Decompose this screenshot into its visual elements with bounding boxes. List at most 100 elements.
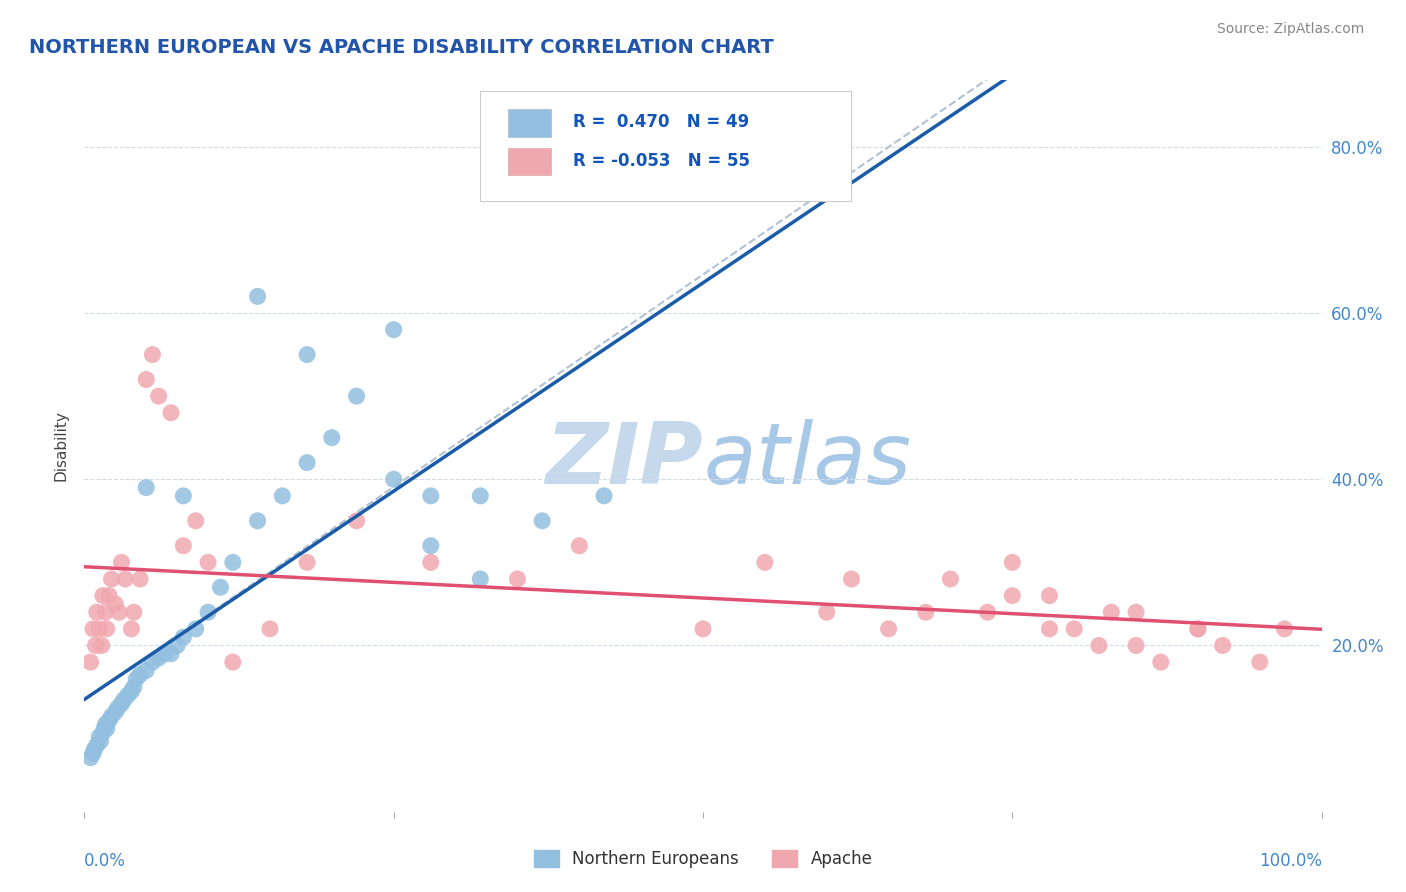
Point [129, 572, 152, 586]
Point [96, 622, 118, 636]
Point [259, 622, 281, 636]
Point [129, 667, 152, 681]
Point [82, 622, 104, 636]
Point [104, 597, 127, 611]
Point [148, 389, 170, 403]
Point [470, 572, 492, 586]
Point [79, 655, 101, 669]
Point [100, 572, 122, 586]
Point [1038, 589, 1060, 603]
Text: 0.0%: 0.0% [84, 852, 127, 870]
Point [1212, 639, 1234, 653]
Point [295, 456, 318, 470]
Point [1063, 622, 1085, 636]
Point [1088, 639, 1111, 653]
Point [94, 605, 117, 619]
Point [89, 622, 111, 636]
Point [222, 555, 245, 569]
Point [122, 680, 145, 694]
Point [153, 647, 176, 661]
Point [470, 489, 492, 503]
Point [125, 672, 148, 686]
Point [100, 709, 122, 723]
Point [86, 605, 108, 619]
Legend: Northern Europeans, Apache: Northern Europeans, Apache [527, 843, 879, 875]
Point [122, 605, 145, 619]
Point [120, 684, 142, 698]
Point [1187, 622, 1209, 636]
Bar [508, 109, 551, 136]
Point [1274, 622, 1296, 636]
Point [815, 605, 838, 619]
Point [84, 639, 107, 653]
Point [89, 734, 111, 748]
Point [419, 489, 441, 503]
Point [271, 489, 294, 503]
Point [1099, 605, 1122, 619]
Point [96, 722, 118, 736]
Point [877, 622, 900, 636]
Point [184, 514, 207, 528]
Point [346, 514, 368, 528]
Point [593, 489, 616, 503]
Point [184, 622, 207, 636]
Point [1001, 589, 1024, 603]
Point [98, 714, 121, 728]
Point [197, 555, 219, 569]
Point [110, 555, 132, 569]
Point [120, 622, 142, 636]
Point [419, 555, 441, 569]
Point [939, 572, 962, 586]
Point [91, 589, 114, 603]
Y-axis label: Disability: Disability [53, 410, 69, 482]
Point [166, 639, 188, 653]
Point [1150, 655, 1173, 669]
Point [89, 730, 111, 744]
Point [91, 725, 114, 739]
Point [346, 389, 368, 403]
Point [246, 289, 269, 303]
Point [295, 555, 318, 569]
Point [419, 539, 441, 553]
Point [1249, 655, 1271, 669]
Text: atlas: atlas [703, 419, 911, 502]
Point [382, 323, 405, 337]
Point [135, 481, 157, 495]
Point [160, 647, 183, 661]
Point [841, 572, 863, 586]
Point [110, 697, 132, 711]
Point [79, 750, 101, 764]
Point [90, 639, 112, 653]
Point [531, 514, 554, 528]
FancyBboxPatch shape [481, 91, 852, 201]
Point [382, 472, 405, 486]
Point [114, 572, 136, 586]
Point [94, 717, 117, 731]
Point [197, 605, 219, 619]
Point [976, 605, 998, 619]
Point [135, 664, 157, 678]
Point [914, 605, 936, 619]
Text: NORTHERN EUROPEAN VS APACHE DISABILITY CORRELATION CHART: NORTHERN EUROPEAN VS APACHE DISABILITY C… [28, 37, 773, 56]
Text: R = -0.053   N = 55: R = -0.053 N = 55 [574, 152, 749, 169]
Point [135, 372, 157, 386]
Point [1187, 622, 1209, 636]
Point [754, 555, 776, 569]
Point [107, 701, 129, 715]
Point [148, 651, 170, 665]
Text: 100.0%: 100.0% [1258, 852, 1322, 870]
Text: ZIP: ZIP [546, 419, 703, 502]
Point [108, 605, 131, 619]
Point [172, 539, 194, 553]
Point [692, 622, 714, 636]
Point [98, 589, 121, 603]
Bar [508, 147, 551, 176]
Point [141, 655, 163, 669]
Point [1038, 622, 1060, 636]
Point [172, 630, 194, 644]
Point [506, 572, 529, 586]
Point [82, 747, 104, 761]
Point [1125, 639, 1147, 653]
Text: R =  0.470   N = 49: R = 0.470 N = 49 [574, 113, 749, 131]
Point [568, 539, 591, 553]
